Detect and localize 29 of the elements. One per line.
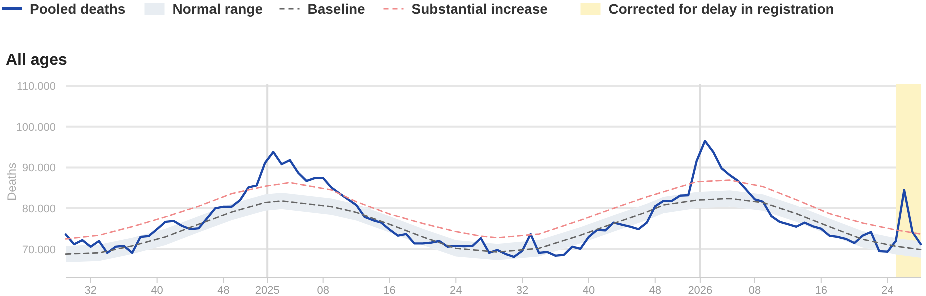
legend-label: Substantial increase — [412, 1, 548, 17]
line-series — [65, 180, 922, 240]
chart-title: All ages — [6, 52, 68, 69]
x-tick-label: 2026 — [688, 285, 713, 296]
x-tick-label: 08 — [317, 285, 330, 296]
x-tick-label: 16 — [384, 285, 396, 296]
y-tick-label: 100.000 — [16, 122, 56, 134]
x-tick-label: 40 — [151, 285, 164, 296]
x-tick-label: 24 — [882, 285, 894, 296]
legend-label: Pooled deaths — [30, 1, 126, 17]
x-tick-label: 24 — [450, 285, 462, 296]
x-tick-label: 16 — [815, 285, 828, 296]
y-tick-label: 90.000 — [22, 162, 56, 175]
x-tick-label: 2025 — [255, 285, 280, 296]
y-tick-label: 70.000 — [22, 244, 56, 256]
y-tick-label: 110.000 — [17, 81, 56, 93]
x-tick-label: 48 — [649, 285, 662, 296]
legend-label: Baseline — [308, 1, 366, 17]
x-tick-label: 08 — [748, 285, 762, 296]
line-series — [65, 198, 922, 256]
legend-label: Normal range — [172, 1, 264, 17]
x-tick-label: 32 — [84, 285, 98, 296]
x-tick-label: 40 — [582, 285, 596, 296]
y-axis-title: Deaths — [5, 162, 19, 202]
line-series — [64, 140, 922, 258]
x-tick-label: 48 — [218, 285, 230, 296]
y-tick-label: 80.000 — [22, 204, 56, 216]
legend-label: Corrected for delay in registration — [608, 1, 834, 17]
x-tick-label: 32 — [516, 285, 529, 296]
